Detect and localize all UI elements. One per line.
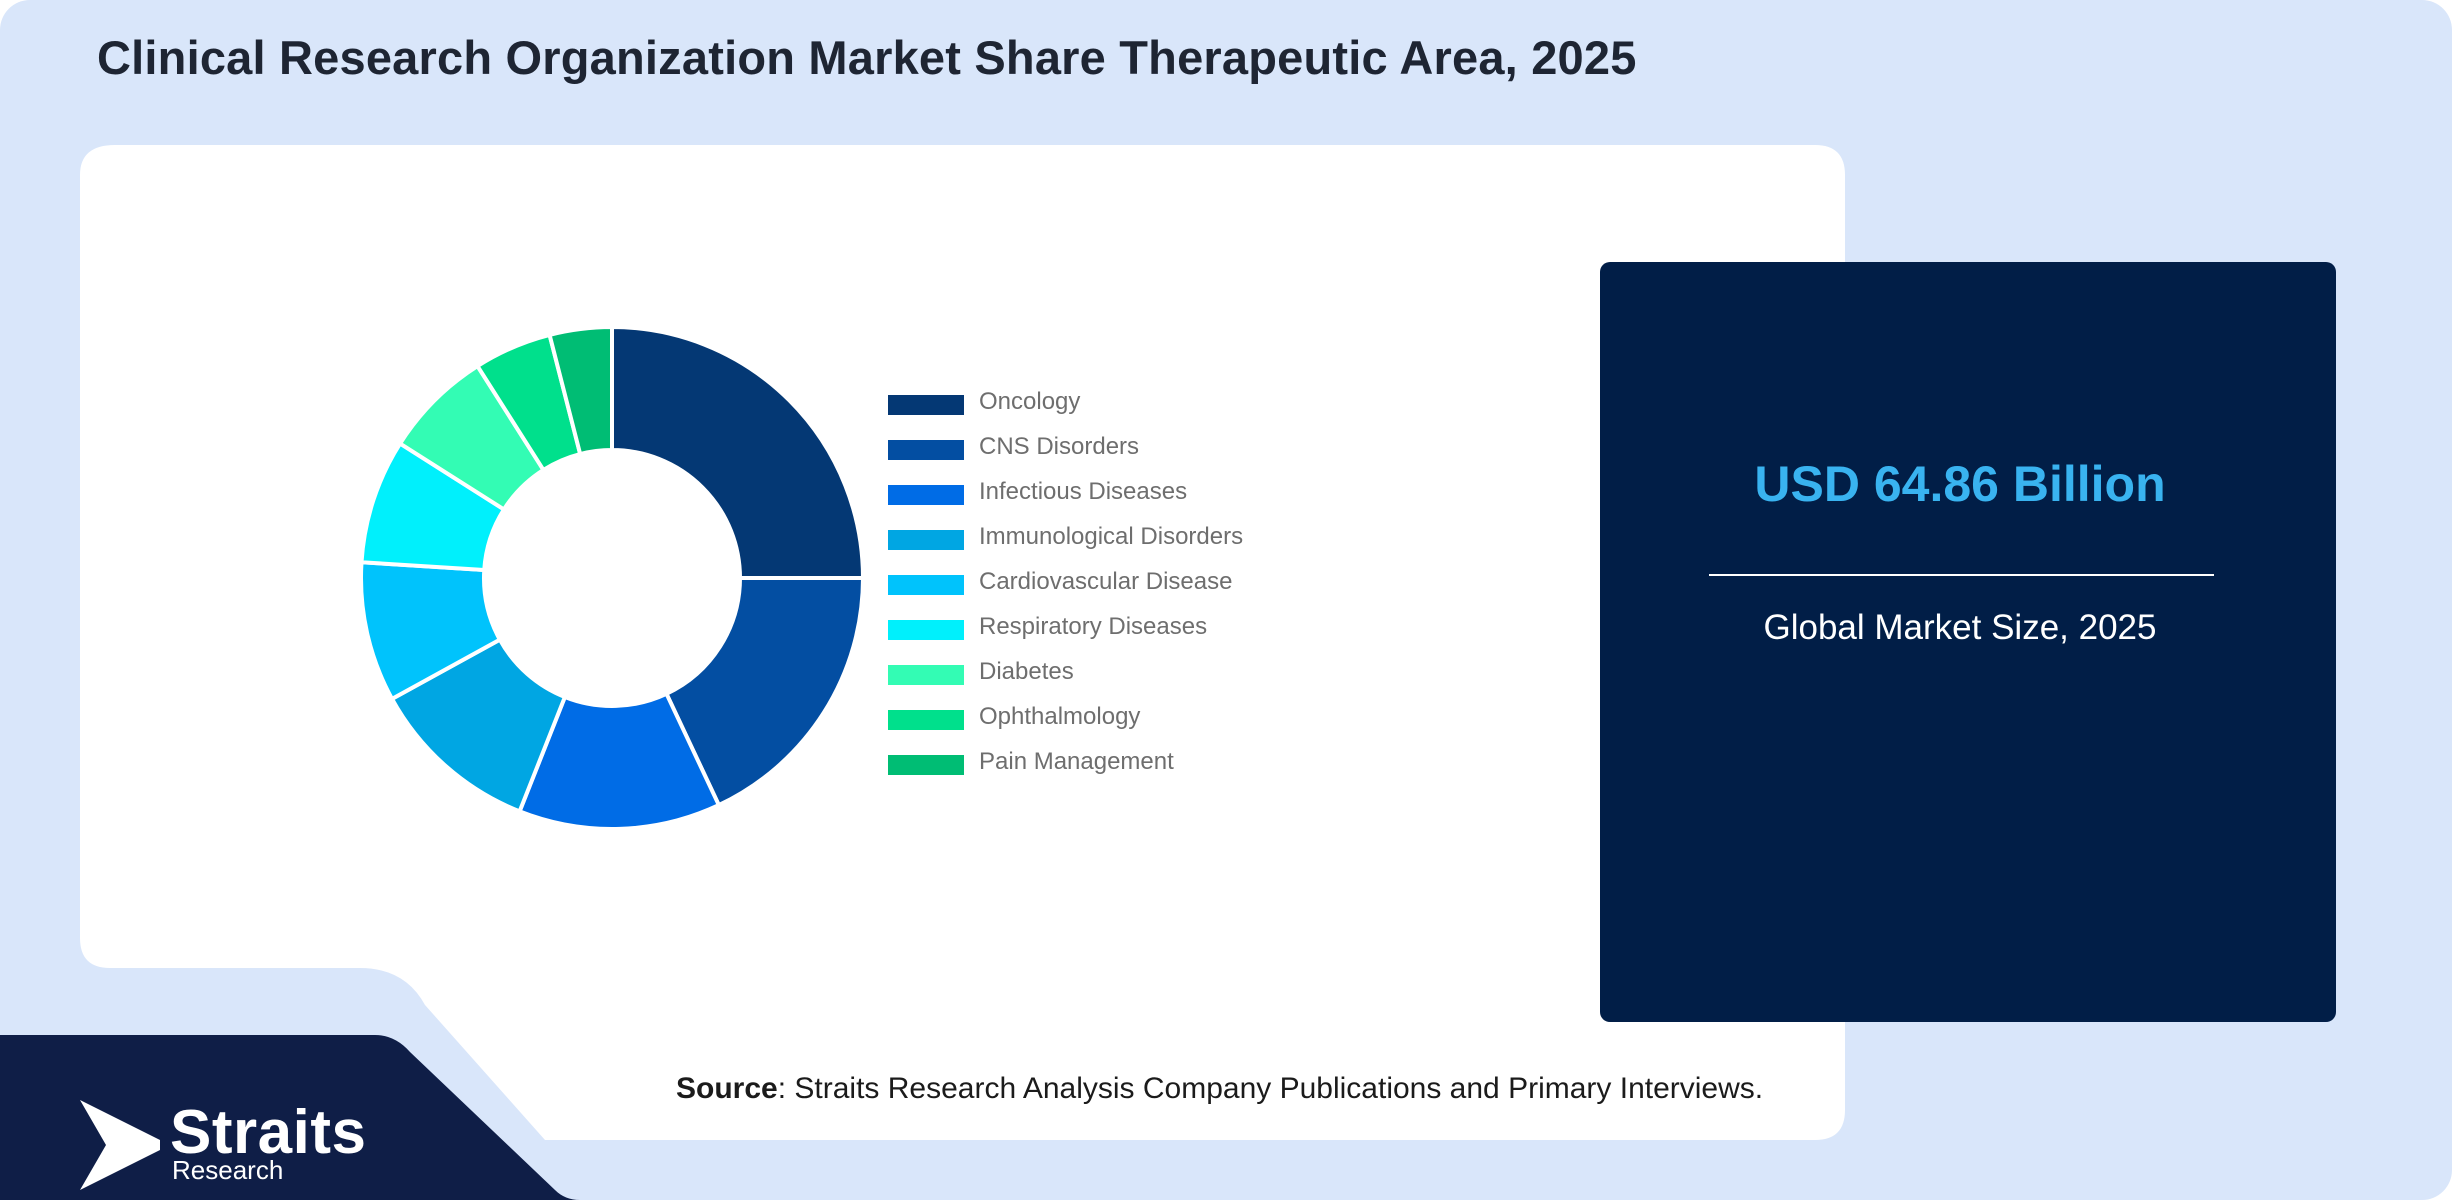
- legend-label: Cardiovascular Disease: [979, 568, 1233, 595]
- donut-slice-pain-management: [547, 324, 614, 457]
- market-size-caption: Global Market Size, 2025: [1763, 608, 2157, 647]
- donut-slice-oncology: [610, 324, 866, 580]
- legend-label: Oncology: [979, 388, 1081, 415]
- legend-label: Ophthalmology: [979, 703, 1141, 730]
- legend-label: Pain Management: [979, 748, 1174, 775]
- legend-label: Infectious Diseases: [979, 478, 1188, 505]
- donut-chart: [359, 324, 866, 831]
- legend-swatch: [888, 485, 964, 505]
- legend-swatch: [888, 395, 964, 415]
- legend-label: Diabetes: [979, 658, 1074, 685]
- legend-label: Immunological Disorders: [979, 523, 1244, 550]
- legend-swatch: [888, 575, 964, 595]
- market-divider: [1709, 574, 2214, 576]
- straits-logo-icon: [80, 1100, 160, 1190]
- footer-band: [0, 1035, 2452, 1200]
- market-size-value: USD 64.86 Billion: [1754, 456, 2166, 512]
- brand-subtitle: Research: [172, 1155, 284, 1185]
- brand-name: Straits: [170, 1098, 367, 1167]
- legend-swatch: [888, 620, 964, 640]
- legend-swatch: [888, 665, 964, 685]
- legend-swatch: [888, 710, 964, 730]
- source-text: : Straits Research Analysis Company Publ…: [777, 1072, 1764, 1105]
- donut-slice-cns-disorders: [663, 576, 866, 808]
- market-size-box: [1600, 262, 2336, 1022]
- legend-swatch: [888, 440, 964, 460]
- legend-swatch: [888, 755, 964, 775]
- page-title: Clinical Research Organization Market Sh…: [97, 31, 1637, 84]
- legend-label: CNS Disorders: [979, 433, 1140, 460]
- source-label: Source: [676, 1072, 778, 1105]
- legend-label: Respiratory Diseases: [979, 613, 1208, 640]
- legend-swatch: [888, 530, 964, 550]
- source-note: Source: Straits Research Analysis Compan…: [676, 1072, 1763, 1106]
